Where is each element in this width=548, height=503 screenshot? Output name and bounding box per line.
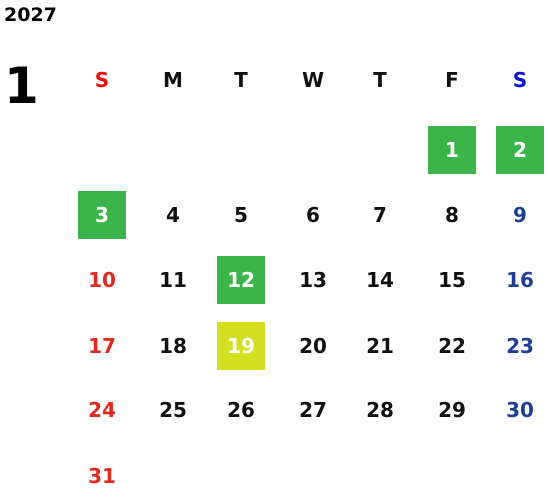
day: 26: [227, 398, 255, 422]
day: 9: [513, 203, 527, 227]
month: 1: [4, 57, 39, 115]
day: 5: [234, 203, 248, 227]
day: 6: [306, 203, 320, 227]
day: 4: [166, 203, 180, 227]
day: 10: [88, 268, 116, 292]
day: 15: [438, 268, 466, 292]
weekday-label: F: [445, 68, 459, 92]
weekday-label: T: [234, 68, 248, 92]
day: 21: [366, 334, 394, 358]
highlighted-day: 12: [217, 256, 265, 304]
day: 24: [88, 398, 116, 422]
day: 18: [159, 334, 187, 358]
day: 25: [159, 398, 187, 422]
day: 7: [373, 203, 387, 227]
day: 11: [159, 268, 187, 292]
day: 22: [438, 334, 466, 358]
highlighted-day: 19: [217, 322, 265, 370]
day: 16: [506, 268, 534, 292]
day: 27: [299, 398, 327, 422]
day: 20: [299, 334, 327, 358]
day: 8: [445, 203, 459, 227]
day: 31: [88, 464, 116, 488]
highlighted-day: 1: [428, 126, 476, 174]
day: 29: [438, 398, 466, 422]
weekday-label: W: [301, 68, 325, 92]
day: 30: [506, 398, 534, 422]
day: 23: [506, 334, 534, 358]
highlighted-day: 3: [78, 191, 126, 239]
day: 14: [366, 268, 394, 292]
weekday-label: S: [94, 68, 110, 92]
year: 2027: [4, 4, 57, 26]
day: 17: [88, 334, 116, 358]
day: 13: [299, 268, 327, 292]
day: 28: [366, 398, 394, 422]
weekday-label: S: [512, 68, 528, 92]
highlighted-day: 2: [496, 126, 544, 174]
weekday-label: T: [373, 68, 387, 92]
weekday-label: M: [163, 68, 183, 92]
